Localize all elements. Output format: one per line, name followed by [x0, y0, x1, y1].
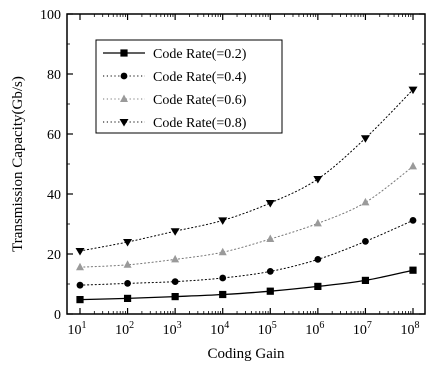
legend-marker	[120, 94, 128, 102]
data-point	[409, 217, 417, 224]
legend-marker	[120, 49, 128, 57]
data-point	[75, 248, 85, 256]
data-point	[362, 238, 369, 245]
x-axis-label: Coding Gain	[207, 346, 285, 362]
x-tick-label: 105	[258, 320, 277, 338]
y-tick-label: 40	[47, 188, 61, 203]
data-point	[171, 278, 179, 285]
x-tick-label: 104	[210, 320, 229, 338]
legend-label: Code Rate(=0.8)	[153, 116, 247, 131]
y-tick-label: 20	[47, 248, 61, 263]
y-tick-label: 100	[40, 8, 61, 23]
data-point	[219, 290, 227, 299]
series-line-1	[79, 269, 414, 301]
x-tick-label: 107	[353, 320, 372, 338]
data-point	[313, 218, 322, 227]
x-tick-label: 103	[163, 320, 182, 338]
y-axis-label: Transmission Capacity(Gb/s)	[10, 76, 26, 252]
legend-label: Code Rate(=0.6)	[153, 93, 247, 108]
data-point	[360, 135, 370, 143]
data-point	[265, 200, 275, 208]
data-point	[408, 86, 418, 95]
x-tick-label: 101	[68, 320, 87, 338]
series-1	[76, 266, 417, 304]
legend-label: Code Rate(=0.4)	[153, 70, 247, 85]
series-line-3	[79, 165, 414, 268]
data-point	[123, 260, 132, 268]
data-point	[409, 161, 417, 170]
data-point	[124, 280, 131, 287]
data-point	[314, 282, 322, 290]
data-point	[313, 176, 323, 184]
legend-marker	[120, 72, 128, 80]
x-tick-label: 106	[305, 320, 324, 338]
data-point	[76, 281, 84, 289]
data-point	[170, 228, 180, 236]
data-point	[76, 262, 84, 271]
data-point	[361, 276, 370, 284]
data-point	[314, 256, 322, 263]
legend: Code Rate(=0.2) Code Rate(=0.4) Code Rate(…	[95, 39, 283, 134]
x-tick-label: 108	[401, 320, 420, 338]
data-point	[123, 239, 133, 247]
x-tick-label: 102	[115, 320, 134, 338]
series-3	[76, 161, 417, 271]
data-point	[266, 234, 275, 242]
y-tick-label: 60	[47, 128, 61, 143]
data-point	[123, 294, 132, 302]
data-point	[76, 296, 84, 304]
series-2	[76, 217, 417, 289]
data-point	[171, 293, 179, 301]
legend-marker	[119, 119, 129, 127]
legend-label: Code Rate(=0.2)	[153, 47, 247, 62]
series-4	[75, 86, 418, 256]
data-point	[218, 247, 227, 256]
y-tick-label: 80	[47, 68, 61, 83]
data-point	[266, 268, 274, 275]
y-tick-label: 0	[54, 308, 61, 323]
data-point	[171, 254, 180, 263]
series-line-2	[79, 219, 414, 286]
data-point	[266, 287, 274, 295]
data-point	[219, 274, 227, 282]
data-point	[409, 266, 417, 274]
data-point	[218, 217, 228, 225]
data-point	[361, 197, 370, 206]
